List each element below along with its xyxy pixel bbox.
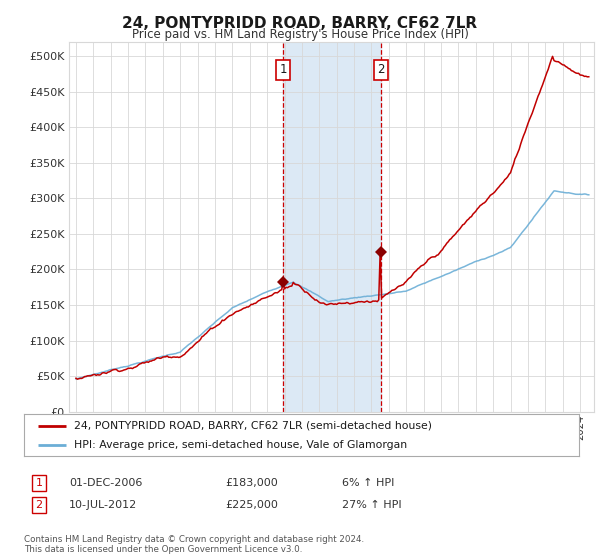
Text: 1: 1 [280,63,287,76]
Text: Price paid vs. HM Land Registry's House Price Index (HPI): Price paid vs. HM Land Registry's House … [131,28,469,41]
Text: £183,000: £183,000 [225,478,278,488]
Text: 24, PONTYPRIDD ROAD, BARRY, CF62 7LR (semi-detached house): 24, PONTYPRIDD ROAD, BARRY, CF62 7LR (se… [74,421,432,431]
Text: 24, PONTYPRIDD ROAD, BARRY, CF62 7LR: 24, PONTYPRIDD ROAD, BARRY, CF62 7LR [122,16,478,31]
Text: 01-DEC-2006: 01-DEC-2006 [69,478,142,488]
Text: 6% ↑ HPI: 6% ↑ HPI [342,478,394,488]
Text: 10-JUL-2012: 10-JUL-2012 [69,500,137,510]
Text: HPI: Average price, semi-detached house, Vale of Glamorgan: HPI: Average price, semi-detached house,… [74,440,407,450]
Text: 1: 1 [35,478,43,488]
Text: 27% ↑ HPI: 27% ↑ HPI [342,500,401,510]
Text: Contains HM Land Registry data © Crown copyright and database right 2024.
This d: Contains HM Land Registry data © Crown c… [24,535,364,554]
Text: 2: 2 [377,63,385,76]
Text: £225,000: £225,000 [225,500,278,510]
Text: 2: 2 [35,500,43,510]
Bar [283,42,380,412]
